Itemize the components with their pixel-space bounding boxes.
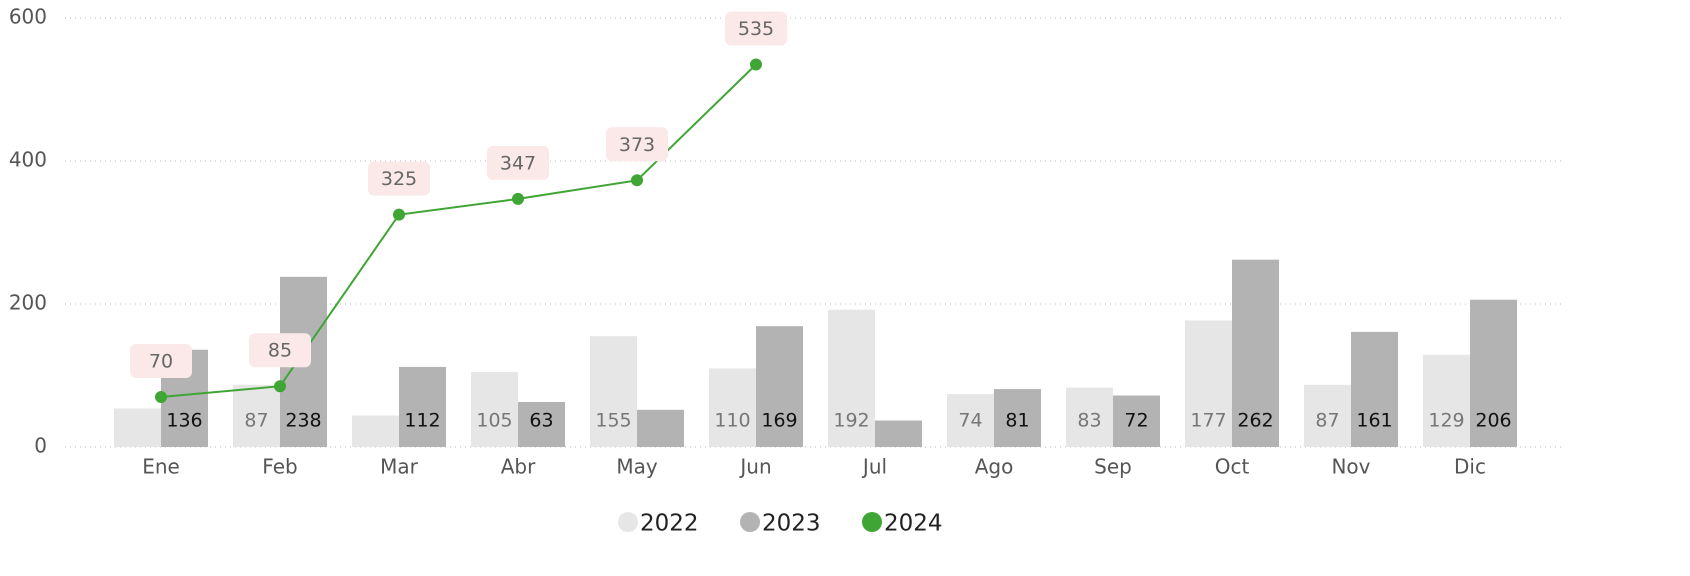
label-box [130, 343, 192, 378]
point [393, 208, 405, 221]
x-tick-label: Mar [380, 455, 419, 479]
bar [875, 420, 922, 447]
data-label: 74 [958, 410, 982, 432]
data-label: 85 [268, 340, 292, 362]
data-label: 112 [404, 410, 440, 432]
bar [399, 366, 446, 447]
bar [1423, 354, 1470, 447]
data-label: 105 [476, 410, 512, 432]
data-label: 535 [738, 18, 774, 40]
point [512, 192, 524, 205]
point [631, 174, 643, 187]
bar [518, 401, 565, 447]
x-tick-label: Ene [142, 455, 180, 479]
data-label: 155 [595, 410, 631, 432]
bar [994, 389, 1041, 447]
data-label: 262 [1237, 410, 1273, 432]
bar [947, 394, 994, 447]
data-label: 70 [149, 350, 173, 372]
legend-label: 2022 [640, 511, 699, 537]
data-label: 129 [1428, 410, 1464, 432]
bar [1232, 259, 1279, 447]
y-tick-label: 0 [34, 434, 47, 458]
data-label: 87 [244, 410, 268, 432]
bar [1470, 299, 1517, 447]
legend-swatch [862, 512, 882, 532]
x-tick-label: Ago [975, 455, 1014, 479]
bar [233, 384, 280, 447]
label-box [606, 127, 668, 162]
point [750, 58, 762, 71]
label-box [249, 333, 311, 368]
x-tick-label: Sep [1094, 455, 1132, 479]
data-label: 373 [619, 134, 655, 156]
data-label: 177 [1190, 410, 1226, 432]
data-label: 169 [761, 410, 797, 432]
x-tick-label: Nov [1331, 455, 1370, 479]
data-label: 325 [381, 168, 417, 190]
bar [352, 415, 399, 447]
bar [590, 336, 637, 447]
y-tick-label: 200 [9, 291, 47, 315]
bar [756, 326, 803, 447]
bar [1304, 384, 1351, 447]
label-box [368, 161, 430, 196]
data-label: 110 [714, 410, 750, 432]
x-tick-label: Dic [1454, 455, 1486, 479]
data-label: 72 [1124, 410, 1148, 432]
bar [1113, 395, 1160, 447]
y-tick-label: 600 [9, 5, 47, 29]
bar [1066, 387, 1113, 447]
x-tick-label: May [616, 455, 658, 479]
data-label: 63 [529, 410, 553, 432]
y-tick-label: 400 [9, 148, 47, 172]
bar [637, 409, 684, 447]
x-tick-label: Jun [738, 455, 771, 479]
point [274, 380, 286, 393]
data-label: 161 [1356, 410, 1392, 432]
legend-label: 2023 [762, 511, 821, 537]
legend-swatch [740, 512, 760, 532]
x-tick-label: Abr [501, 455, 536, 479]
legend-label: 2024 [884, 511, 943, 537]
data-label: 81 [1005, 410, 1029, 432]
point [155, 390, 167, 403]
label-box [725, 11, 787, 46]
legend-swatch [618, 512, 638, 532]
bar [828, 309, 875, 447]
x-tick-label: Oct [1215, 455, 1250, 479]
data-label: 206 [1475, 410, 1511, 432]
data-label: 136 [166, 410, 202, 432]
bar [1351, 331, 1398, 447]
label-box [487, 145, 549, 180]
bar [114, 408, 161, 447]
data-label: 238 [285, 410, 321, 432]
data-label: 83 [1077, 410, 1101, 432]
data-label: 87 [1315, 410, 1339, 432]
bar [471, 371, 518, 447]
data-label: 347 [500, 152, 536, 174]
x-tick-label: Jul [861, 455, 887, 479]
data-label: 192 [833, 410, 869, 432]
bar [1185, 320, 1232, 447]
bar [709, 368, 756, 447]
x-tick-label: Feb [262, 455, 297, 479]
